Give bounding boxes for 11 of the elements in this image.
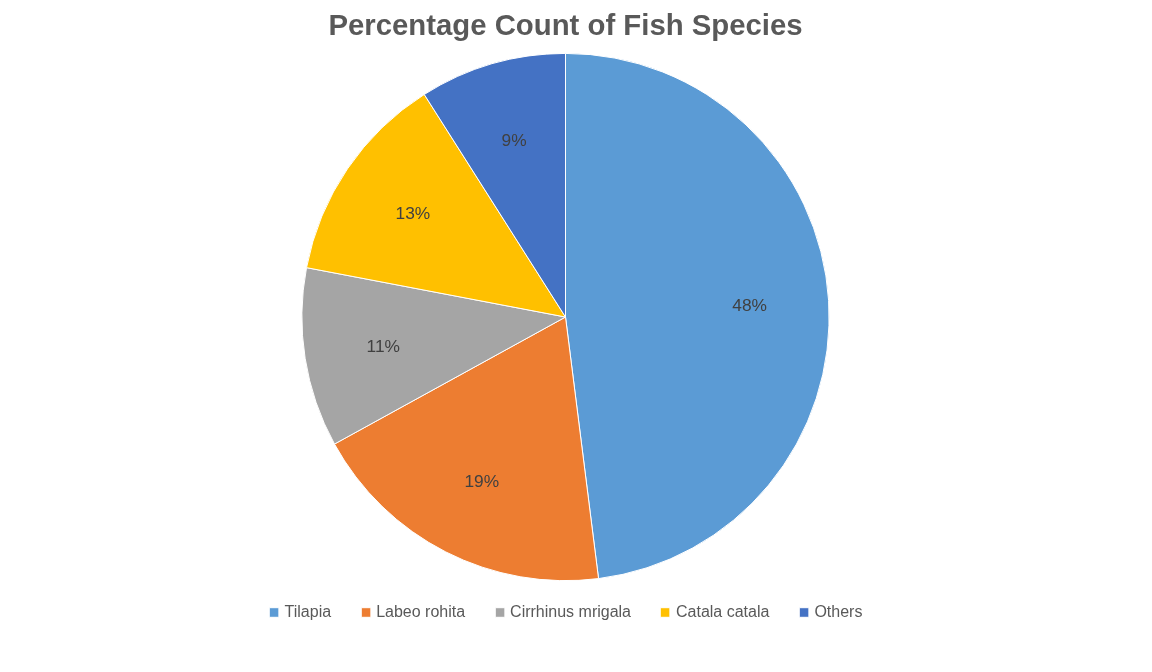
data-label: 11%	[366, 335, 400, 356]
data-label: 9%	[501, 129, 527, 150]
legend-label: Cirrhinus mrigala	[510, 603, 632, 621]
chart-title: Percentage Count of Fish Species	[328, 7, 803, 41]
legend-label: Catala catala	[676, 603, 770, 621]
data-label: 48%	[732, 295, 768, 316]
data-label: 13%	[395, 203, 431, 224]
legend-label: Labeo rohita	[376, 603, 466, 621]
data-label: 19%	[464, 471, 500, 492]
legend-label: Others	[814, 603, 863, 621]
legend-label: Tilapia	[284, 603, 332, 621]
